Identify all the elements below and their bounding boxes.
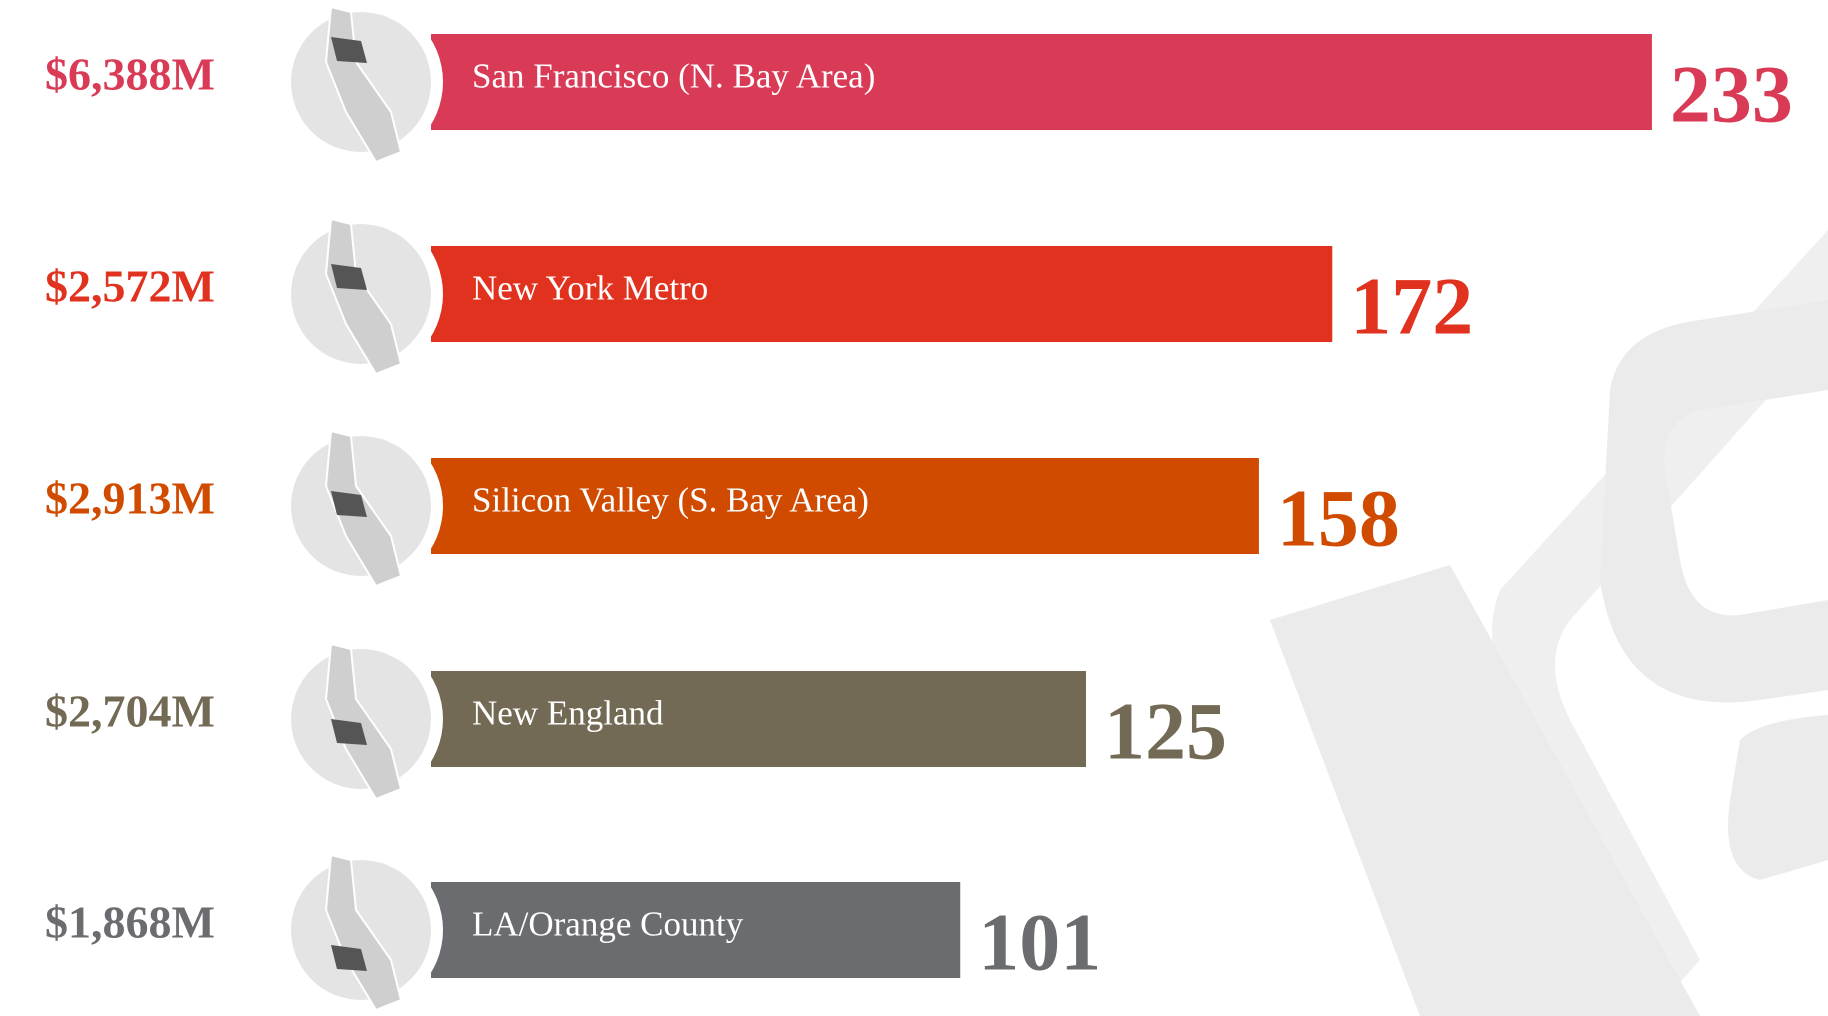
bar	[431, 246, 1333, 342]
bar	[431, 34, 1652, 130]
category-label: San Francisco (N. Bay Area)	[472, 57, 875, 96]
value-label: 158	[1277, 473, 1400, 564]
bar	[431, 458, 1259, 554]
value-label: 233	[1670, 49, 1793, 140]
bar	[431, 882, 961, 978]
amount-label: $2,704M	[45, 686, 215, 737]
value-label: 125	[1104, 686, 1227, 777]
category-label: LA/Orange County	[472, 905, 744, 944]
value-label: 172	[1350, 261, 1473, 352]
value-label: 101	[978, 897, 1101, 988]
amount-label: $6,388M	[45, 49, 215, 100]
region-shape	[324, 853, 403, 1012]
amount-label: $2,572M	[45, 261, 215, 312]
region-highlight	[331, 719, 367, 745]
bar	[431, 671, 1086, 767]
region-highlight	[331, 264, 367, 290]
category-label: Silicon Valley (S. Bay Area)	[472, 481, 869, 520]
amount-label: $1,868M	[45, 897, 215, 948]
category-label: New England	[472, 694, 664, 733]
region-highlight	[331, 945, 367, 971]
amount-label: $2,913M	[45, 473, 215, 524]
region-shape	[324, 642, 403, 801]
region-highlight	[331, 37, 367, 63]
region-highlight	[331, 491, 367, 517]
region-shape	[324, 217, 403, 376]
watermark	[1270, 230, 1828, 1016]
category-label: New York Metro	[472, 269, 708, 308]
